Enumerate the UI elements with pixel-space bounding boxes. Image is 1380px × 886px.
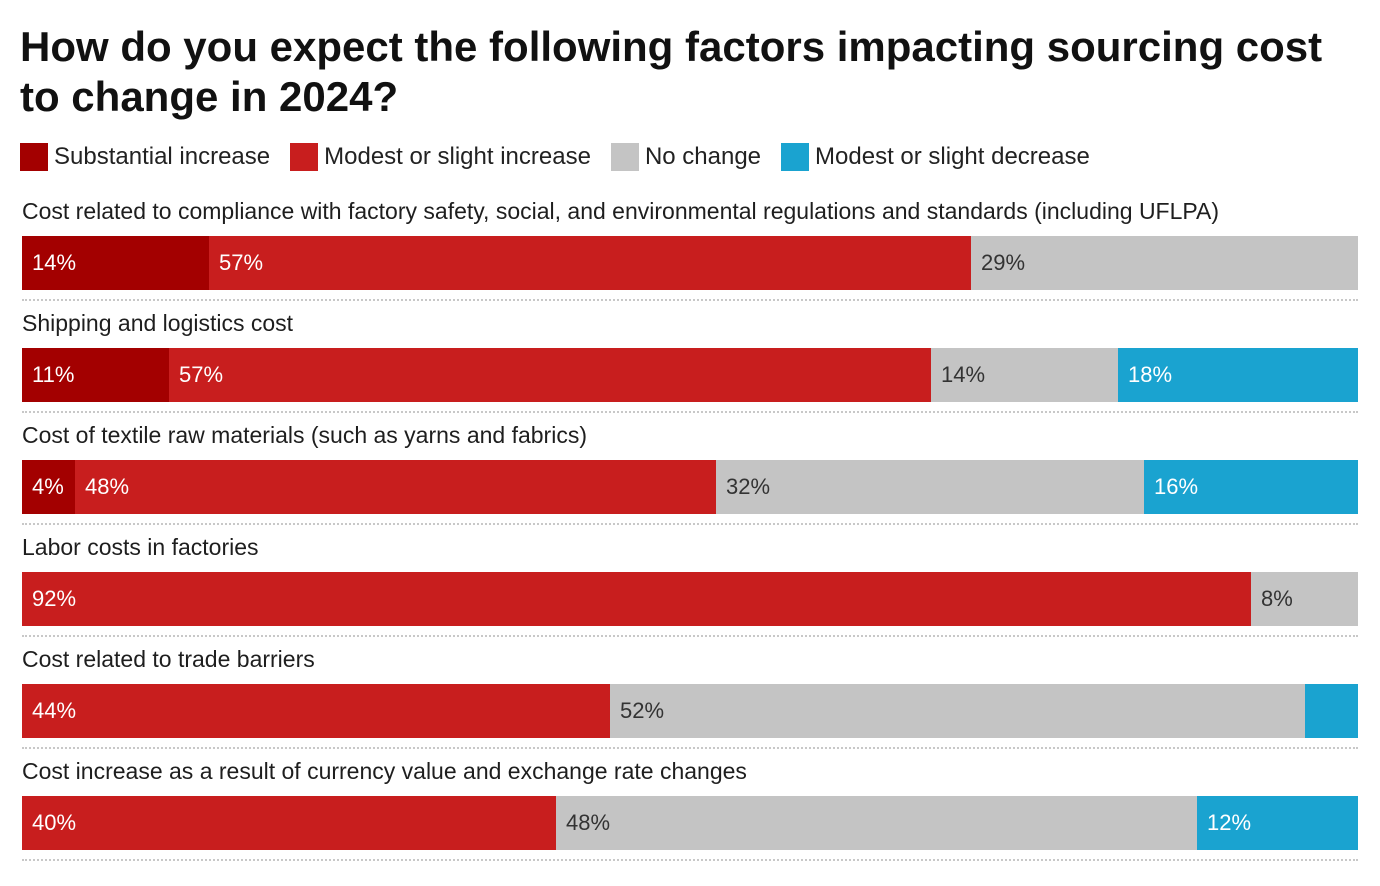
chart-title: How do you expect the following factors … bbox=[20, 23, 1323, 120]
category-label: Shipping and logistics cost bbox=[22, 310, 294, 336]
data-label: 14% bbox=[941, 362, 986, 387]
row-divider bbox=[22, 747, 1358, 749]
bar-row: Shipping and logistics cost 11% 57% 14% 18% bbox=[22, 306, 1358, 418]
data-label: 14% bbox=[32, 250, 77, 275]
data-label: 52% bbox=[620, 698, 665, 723]
bar-segment-modest-or-slight-decrease: 18% bbox=[1118, 348, 1358, 402]
bar-segment-no-change: 29% bbox=[971, 236, 1358, 290]
stacked-bar: 92% 8% bbox=[22, 572, 1358, 626]
data-label: 48% bbox=[566, 810, 611, 835]
legend-swatch bbox=[781, 143, 810, 171]
legend-label: No change bbox=[644, 143, 762, 170]
bar-rows: Cost related to compliance with factory … bbox=[22, 194, 1358, 866]
legend-item-modest-or-slight-decrease: Modest or slight decrease bbox=[781, 143, 1090, 171]
stacked-bar: 44% 52% bbox=[22, 684, 1358, 738]
category-label: Labor costs in factories bbox=[22, 534, 259, 560]
legend-swatch bbox=[20, 143, 48, 171]
category-label: Cost of textile raw materials (such as y… bbox=[22, 422, 587, 448]
legend-item-modest-or-slight-increase: Modest or slight increase bbox=[290, 143, 591, 171]
category-label: Cost related to compliance with factory … bbox=[22, 198, 1220, 224]
data-label: 11% bbox=[32, 362, 75, 387]
data-label: 12% bbox=[1207, 810, 1252, 835]
row-divider bbox=[22, 523, 1358, 525]
bar-row: Cost increase as a result of currency va… bbox=[22, 754, 1358, 866]
legend: Substantial increase Modest or slight inc… bbox=[20, 142, 1110, 172]
data-label: 16% bbox=[1154, 474, 1199, 499]
bar-segment-modest-or-slight-increase: 44% bbox=[22, 684, 610, 738]
legend-swatch bbox=[610, 143, 639, 171]
bar-row: Cost of textile raw materials (such as y… bbox=[22, 418, 1358, 530]
legend-label: Modest or slight decrease bbox=[815, 143, 1090, 170]
data-label: 48% bbox=[85, 474, 130, 499]
data-label: 29% bbox=[981, 250, 1026, 275]
data-label: 40% bbox=[32, 810, 77, 835]
bar-segment-modest-or-slight-increase: 40% bbox=[22, 796, 556, 850]
bar-row: Cost related to trade barriers 44% 52% bbox=[22, 642, 1358, 754]
row-divider bbox=[22, 635, 1358, 637]
row-divider bbox=[22, 859, 1358, 861]
data-label: 18% bbox=[1128, 362, 1173, 387]
data-label: 4% bbox=[32, 474, 64, 499]
data-label: 8% bbox=[1261, 586, 1293, 611]
bar-segment-modest-or-slight-increase: 57% bbox=[169, 348, 931, 402]
bar-segment-no-change: 52% bbox=[610, 684, 1305, 738]
data-label: 44% bbox=[32, 698, 77, 723]
bar-segment-modest-or-slight-increase: 48% bbox=[75, 460, 716, 514]
data-label: 92% bbox=[32, 586, 77, 611]
bar-segment-substantial-increase: 4% bbox=[22, 460, 75, 514]
data-label: 32% bbox=[726, 474, 771, 499]
legend-item-no-change: No change bbox=[610, 143, 762, 171]
bar-row: Cost related to compliance with factory … bbox=[22, 194, 1358, 306]
legend-item-substantial-increase: Substantial increase bbox=[20, 143, 270, 171]
category-label: Cost related to trade barriers bbox=[22, 646, 315, 672]
bar-segment-no-change: 14% bbox=[931, 348, 1118, 402]
bar-row: Labor costs in factories 92% 8% bbox=[22, 530, 1358, 642]
stacked-bar: 40% 48% 12% bbox=[22, 796, 1358, 850]
bar-segment-modest-or-slight-increase: 92% bbox=[22, 572, 1251, 626]
data-label: 57% bbox=[179, 362, 224, 387]
data-label: 57% bbox=[219, 250, 264, 275]
legend-label: Modest or slight increase bbox=[324, 143, 591, 170]
stacked-bar: 14% 57% 29% bbox=[22, 236, 1358, 290]
bar-segment-modest-or-slight-increase: 57% bbox=[209, 236, 971, 290]
legend-label: Substantial increase bbox=[54, 143, 271, 170]
bar-segment-no-change: 32% bbox=[716, 460, 1144, 514]
bar-segment-modest-or-slight-decrease: 12% bbox=[1197, 796, 1358, 850]
bar-segment-substantial-increase: 14% bbox=[22, 236, 209, 290]
bar-segment-no-change: 48% bbox=[556, 796, 1197, 850]
category-label: Cost increase as a result of currency va… bbox=[22, 758, 747, 784]
row-divider bbox=[22, 299, 1358, 301]
bar-segment-modest-or-slight-decrease: 16% bbox=[1144, 460, 1358, 514]
stacked-bar: 11% 57% 14% 18% bbox=[22, 348, 1358, 402]
legend-swatch bbox=[290, 143, 319, 171]
bar-segment-modest-or-slight-decrease bbox=[1305, 684, 1358, 738]
bar-segment-substantial-increase: 11% bbox=[22, 348, 169, 402]
stacked-bar: 4% 48% 32% 16% bbox=[22, 460, 1358, 514]
bar-segment-no-change: 8% bbox=[1251, 572, 1358, 626]
row-divider bbox=[22, 411, 1358, 413]
